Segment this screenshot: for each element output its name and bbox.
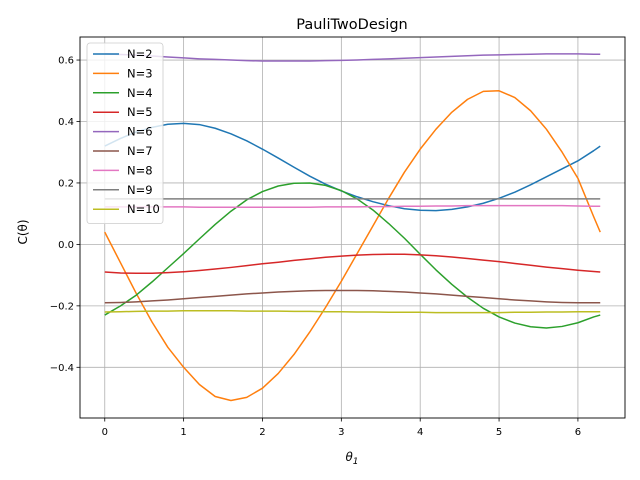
x-axis-label: θ1 xyxy=(345,450,358,467)
legend-box xyxy=(86,42,164,225)
series-line-n-8 xyxy=(104,204,601,208)
y-tick-label: 0.2 xyxy=(58,178,74,189)
series-line-n-5 xyxy=(104,253,601,275)
y-tick-label: −0.4 xyxy=(50,363,74,374)
legend-label: N=4 xyxy=(127,86,153,100)
legend-label: N=8 xyxy=(127,163,153,177)
legend-label: N=7 xyxy=(127,144,153,158)
x-tick-label: 0 xyxy=(102,427,108,438)
x-axis: 0 1 2 3 4 5 6 xyxy=(102,418,581,438)
x-tick-label: 2 xyxy=(259,427,265,438)
x-tick-label: 4 xyxy=(417,427,423,438)
y-tick-label: 0.4 xyxy=(58,117,74,128)
x-tick-label: 6 xyxy=(575,427,581,438)
series-line-n-2 xyxy=(104,122,601,212)
y-tick-label: −0.2 xyxy=(50,301,74,312)
legend-label: N=9 xyxy=(127,183,153,197)
series-line-n-10 xyxy=(104,310,601,314)
y-tick-label: 0.0 xyxy=(58,240,74,251)
plot-area xyxy=(79,36,626,419)
x-tick-label: 5 xyxy=(496,427,502,438)
legend-label: N=6 xyxy=(127,125,153,139)
series-line-n-6 xyxy=(104,53,601,62)
axes-frame xyxy=(79,36,626,419)
chart-title: PauliTwoDesign xyxy=(296,17,407,33)
x-tick-label: 1 xyxy=(180,427,186,438)
y-tick-label: 0.6 xyxy=(58,56,74,67)
x-axis-label-text: θ xyxy=(345,450,353,464)
series-line-n-7 xyxy=(104,289,601,304)
series-line-n-3 xyxy=(104,90,601,402)
x-axis-label-subscript: 1 xyxy=(353,457,359,467)
y-axis: −0.4 −0.2 0.0 0.2 0.4 0.6 xyxy=(50,56,80,374)
legend-label: N=5 xyxy=(127,105,153,119)
x-tick-label: 3 xyxy=(338,427,344,438)
legend-label: N=10 xyxy=(127,202,160,216)
legend-label: N=3 xyxy=(127,66,153,80)
series-layer xyxy=(104,53,601,402)
legend-label: N=2 xyxy=(127,47,153,61)
y-axis-label: C(θ) xyxy=(16,219,30,244)
legend: N=2 N=3 N=4 N=5 N=6 N=7 N=8 N=9 N=10 xyxy=(86,42,164,225)
